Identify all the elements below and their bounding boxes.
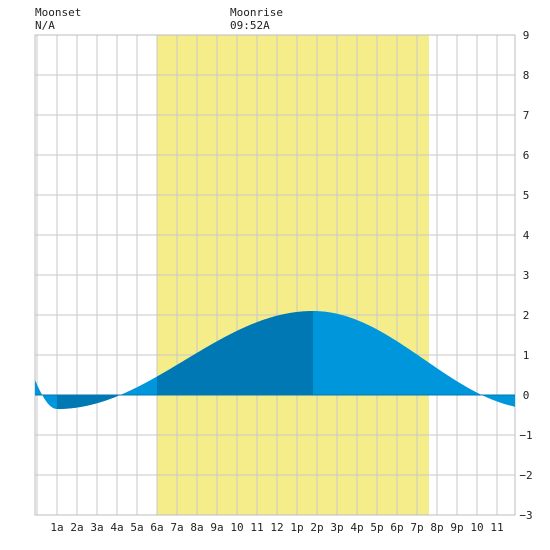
x-tick-label: 4a — [110, 521, 123, 534]
x-tick-label: 10 — [470, 521, 483, 534]
x-tick-label: 11 — [490, 521, 503, 534]
moonset-value: N/A — [35, 19, 55, 32]
x-tick-label: 6a — [150, 521, 163, 534]
moonrise-block: Moonrise 09:52A — [230, 6, 283, 32]
y-tick-labels: −3 −2 −1 0 1 2 3 4 5 6 7 8 9 — [519, 29, 532, 522]
plot-frame — [34, 34, 516, 516]
y-tick-label: 1 — [523, 349, 530, 362]
x-tick-label: 1a — [50, 521, 63, 534]
x-tick-label: 9a — [210, 521, 223, 534]
y-tick-label: −1 — [519, 429, 532, 442]
y-tick-label: −3 — [519, 509, 532, 522]
x-tick-label: 9p — [450, 521, 463, 534]
tide-area-falling — [313, 311, 515, 407]
x-tick-label: 11 — [250, 521, 263, 534]
y-tick-label: 8 — [523, 69, 530, 82]
grid-layer — [34, 34, 516, 516]
x-tick-label: 5p — [370, 521, 383, 534]
x-tick-label: 2a — [70, 521, 83, 534]
x-tick-label: 2p — [310, 521, 323, 534]
y-tick-label: 6 — [523, 149, 530, 162]
x-tick-label: 3p — [330, 521, 343, 534]
x-tick-label: 4p — [350, 521, 363, 534]
x-tick-label: 12 — [270, 521, 283, 534]
tide-area-low — [57, 395, 117, 409]
moonrise-label: Moonrise — [230, 6, 283, 19]
x-tick-label: 8a — [190, 521, 203, 534]
moonset-label: Moonset — [35, 6, 82, 19]
x-tick-label: 8p — [430, 521, 443, 534]
tide-area-rising — [157, 311, 313, 395]
x-tick-labels: 1a 2a 3a 4a 5a 6a 7a 8a 9a 10 11 12 1p 2p 3p 4p 5p 6p 7p 8p… — [50, 521, 503, 534]
y-tick-label: 4 — [523, 229, 530, 242]
moonset-block: Moonset N/A — [35, 6, 81, 32]
y-tick-label: 5 — [523, 189, 530, 202]
tide-layer — [35, 311, 515, 409]
x-tick-label: 6p — [390, 521, 403, 534]
x-tick-label: 7a — [170, 521, 183, 534]
x-tick-label: 7p — [410, 521, 423, 534]
y-tick-label: 0 — [523, 389, 530, 402]
x-tick-label: 3a — [90, 521, 103, 534]
x-tick-label: 10 — [230, 521, 243, 534]
y-tick-label: 2 — [523, 309, 530, 322]
y-tick-label: 9 — [523, 29, 530, 42]
y-tick-label: 3 — [523, 269, 530, 282]
moonrise-value: 09:52A — [230, 19, 270, 32]
y-tick-label: 7 — [523, 109, 530, 122]
x-tick-label: 1p — [290, 521, 303, 534]
x-tick-label: 5a — [130, 521, 143, 534]
y-tick-label: −2 — [519, 469, 532, 482]
